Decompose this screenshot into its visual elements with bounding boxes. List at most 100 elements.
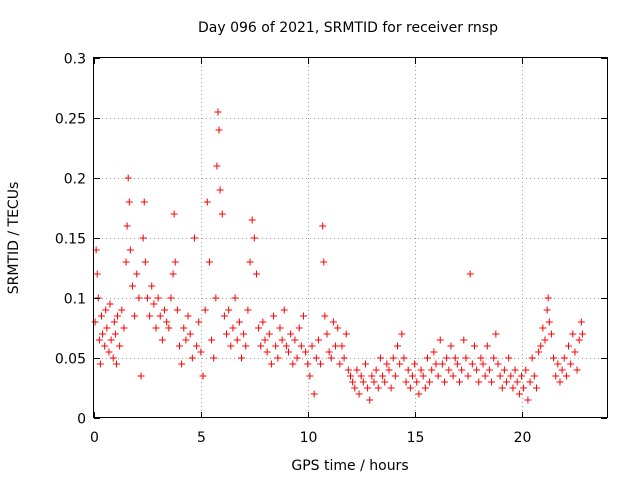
data-point <box>524 396 532 404</box>
data-point <box>93 270 101 278</box>
data-point <box>434 372 442 380</box>
data-point <box>112 360 120 368</box>
data-point <box>359 378 367 386</box>
chart-title: Day 096 of 2021, SRMTID for receiver rns… <box>198 20 498 36</box>
data-point <box>99 330 107 338</box>
data-point <box>197 348 205 356</box>
data-point <box>547 330 555 338</box>
data-point <box>304 360 312 368</box>
data-point <box>528 354 536 362</box>
data-point <box>426 378 434 386</box>
data-point <box>106 300 114 308</box>
data-point <box>161 306 169 314</box>
data-point <box>351 384 359 392</box>
data-point <box>383 360 391 368</box>
data-point <box>415 390 423 398</box>
data-point <box>291 336 299 344</box>
data-point <box>550 354 558 362</box>
data-point <box>368 372 376 380</box>
data-point <box>578 330 586 338</box>
data-point <box>462 354 470 362</box>
data-point <box>218 210 226 218</box>
data-point <box>110 318 118 326</box>
data-point <box>500 366 508 374</box>
data-point <box>156 312 164 320</box>
data-point <box>438 360 446 368</box>
data-point <box>193 342 201 350</box>
data-point <box>310 390 318 398</box>
data-point <box>244 306 252 314</box>
data-point <box>355 390 363 398</box>
data-point <box>259 318 267 326</box>
data-point <box>511 366 519 374</box>
data-point <box>293 354 301 362</box>
data-point <box>340 354 348 362</box>
data-point <box>101 342 109 350</box>
data-point <box>276 324 284 332</box>
data-point <box>560 354 568 362</box>
data-point <box>255 324 263 332</box>
data-point <box>532 384 540 392</box>
data-point <box>135 294 143 302</box>
data-point <box>543 306 551 314</box>
data-point <box>302 348 310 356</box>
data-point <box>458 366 466 374</box>
data-point <box>97 312 105 320</box>
x-tick-label: 0 <box>90 430 99 446</box>
data-point <box>257 342 265 350</box>
data-point <box>210 354 218 362</box>
data-point <box>242 342 250 350</box>
data-point <box>332 342 340 350</box>
data-point <box>535 348 543 356</box>
data-point <box>342 330 350 338</box>
data-point <box>201 306 209 314</box>
data-point <box>282 342 290 350</box>
data-point <box>223 330 231 338</box>
data-point <box>329 318 337 326</box>
y-tick-label: 0.25 <box>55 112 86 128</box>
data-point <box>143 294 151 302</box>
data-point <box>430 348 438 356</box>
data-point <box>562 372 570 380</box>
data-point <box>544 294 552 302</box>
data-point <box>176 342 183 350</box>
data-point <box>272 342 280 350</box>
data-point <box>180 324 188 332</box>
data-point <box>252 270 260 278</box>
data-point <box>526 378 534 386</box>
data-points <box>91 108 586 404</box>
data-point <box>237 354 245 362</box>
data-point <box>361 360 369 368</box>
data-point <box>199 372 207 380</box>
data-point <box>413 378 421 386</box>
data-point <box>379 372 387 380</box>
data-point <box>321 312 329 320</box>
grid <box>94 58 607 418</box>
x-tick-label: 20 <box>514 430 532 446</box>
data-point <box>133 270 141 278</box>
data-point <box>483 342 491 350</box>
data-point <box>141 258 149 266</box>
data-point <box>468 360 476 368</box>
data-point <box>411 360 419 368</box>
x-tick-label: 5 <box>197 430 206 446</box>
data-point <box>569 330 577 338</box>
data-point <box>522 366 530 374</box>
data-point <box>278 336 286 344</box>
data-point <box>235 318 243 326</box>
data-point <box>270 312 278 320</box>
data-point <box>208 336 216 344</box>
data-point <box>460 336 468 344</box>
data-point <box>287 330 295 338</box>
data-point <box>449 372 457 380</box>
data-point <box>123 222 131 230</box>
data-point <box>111 330 119 338</box>
data-point <box>447 342 455 350</box>
data-point <box>366 396 374 404</box>
data-point <box>453 360 461 368</box>
data-point <box>265 330 273 338</box>
data-point <box>105 348 113 356</box>
data-point <box>417 366 425 374</box>
data-point <box>554 360 562 368</box>
